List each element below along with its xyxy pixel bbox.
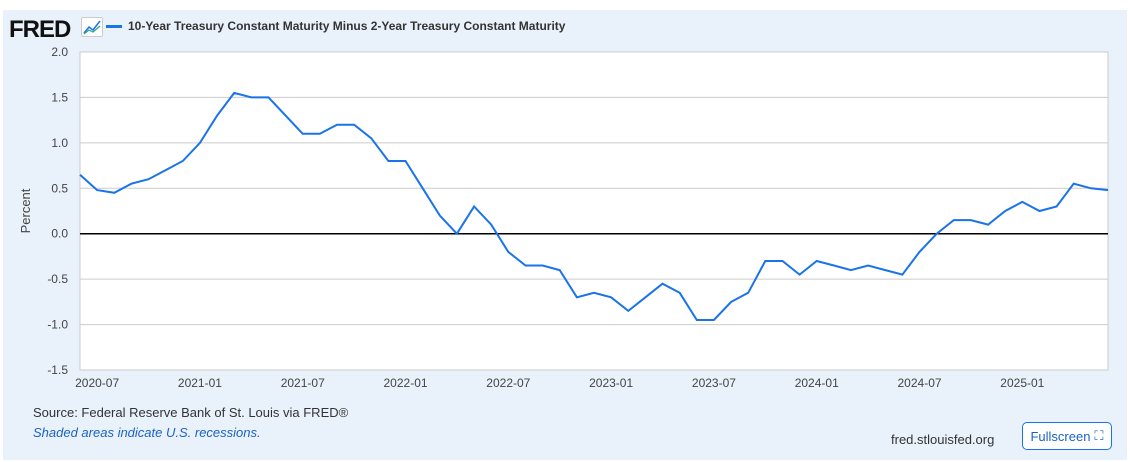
y-tick-label: -0.5 [47,272,68,286]
y-tick-label: 0.5 [51,181,68,195]
y-tick-label: 1.5 [51,90,68,104]
legend: 10-Year Treasury Constant Maturity Minus… [106,19,565,33]
fullscreen-label: Fullscreen [1030,428,1091,444]
line-chart[interactable]: 2.0 1.5 1.0 0.5 0.0 -0.5 -1.0 -1.5 2020-07 2021-… [0,0,1130,400]
x-tick-label: 2025-01 [1000,376,1044,390]
recession-note[interactable]: Shaded areas indicate U.S. recessions. [33,425,261,440]
y-tick-label: 0.0 [51,227,68,241]
y-tick-label: -1.5 [47,363,68,377]
y-tick-label: -1.0 [47,318,68,332]
x-tick-label: 2021-07 [281,376,325,390]
x-tick-label: 2020-07 [75,376,119,390]
x-tick-label: 2024-07 [898,376,942,390]
x-tick-label: 2021-01 [178,376,222,390]
line-chart-icon [81,17,103,37]
x-tick-label: 2022-07 [486,376,530,390]
series-line [79,91,1109,321]
x-tick-label: 2023-01 [589,376,633,390]
fullscreen-button[interactable]: Fullscreen ⛶ [1022,422,1112,450]
fred-logo[interactable]: FRED [9,16,71,43]
y-axis-label: Percent [18,188,33,233]
legend-label: 10-Year Treasury Constant Maturity Minus… [128,19,566,33]
plot-area [79,51,1109,371]
x-tick-label: 2024-01 [795,376,839,390]
expand-icon: ⛶ [1094,428,1104,443]
y-tick-label: 2.0 [51,45,68,59]
y-tick-label: 1.0 [51,136,68,150]
source-text: Source: Federal Reserve Bank of St. Loui… [33,405,349,420]
site-link[interactable]: fred.stlouisfed.org [891,432,995,447]
x-tick-label: 2023-07 [692,376,736,390]
legend-swatch [106,24,122,28]
x-tick-label: 2022-01 [384,376,428,390]
